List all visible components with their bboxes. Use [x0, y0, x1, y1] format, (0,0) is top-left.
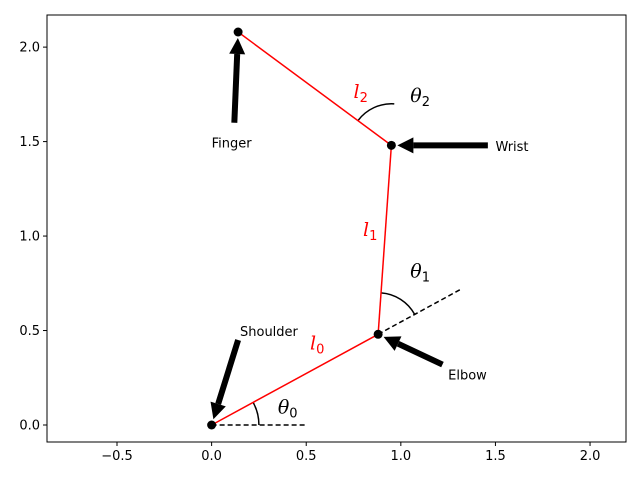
link-length-label: l1 — [363, 219, 377, 244]
axes-frame — [46, 14, 627, 443]
annotation-label: Shoulder — [240, 325, 299, 340]
link-length-label: l2 — [354, 81, 368, 106]
annotation-arrow-head — [397, 137, 414, 154]
y-tick-label: 1.0 — [19, 230, 40, 245]
annotation-arrow-head — [229, 37, 246, 55]
annotation-label: Finger — [212, 136, 253, 151]
y-tick-label: 0.0 — [19, 418, 40, 433]
link-length-label: l0 — [310, 332, 324, 357]
angle-arc — [252, 402, 260, 426]
plot-area — [207, 27, 488, 430]
angle-arc — [380, 292, 416, 315]
angle-arc — [357, 103, 395, 122]
reference-dashed-line — [377, 288, 462, 335]
joint-angle-label: θ1 — [410, 261, 430, 286]
annotation-arrow-head — [210, 401, 226, 420]
annotation-arrow-shaft — [231, 53, 241, 123]
annotation-arrow-shaft — [215, 339, 241, 405]
annotation-label: Wrist — [495, 140, 528, 155]
x-tick-label: 0.5 — [296, 449, 317, 464]
annotation-arrow-shaft — [396, 340, 444, 368]
arm-link — [211, 333, 379, 426]
joint-marker — [207, 420, 217, 430]
axis-ticks: −0.5 0.0 0.5 1.0 1.5 2.0 0.0 0.5 1.0 1.5 2.0 — [19, 41, 600, 464]
joint-marker — [233, 27, 243, 37]
x-tick-label: 1.5 — [485, 449, 506, 464]
joint-marker — [373, 329, 383, 339]
joint-marker — [386, 140, 396, 150]
x-tick-label: 2.0 — [580, 449, 601, 464]
arm-link — [377, 145, 393, 335]
y-tick-label: 2.0 — [19, 41, 40, 56]
arm-link — [237, 31, 392, 146]
joint-angle-label: θ0 — [278, 397, 298, 422]
joint-angle-label: θ2 — [410, 85, 430, 110]
annotation-labels: Shoulder Elbow Wrist Finger l0 l1 l2 θ0 θ1 θ2 — [212, 81, 529, 422]
x-tick-label: −0.5 — [101, 449, 133, 464]
annotation-arrow-head — [383, 336, 402, 351]
x-tick-label: 0.0 — [201, 449, 222, 464]
annotation-label: Elbow — [448, 369, 487, 384]
y-tick-label: 0.5 — [19, 324, 40, 339]
x-tick-label: 1.0 — [390, 449, 411, 464]
y-tick-label: 1.5 — [19, 135, 40, 150]
